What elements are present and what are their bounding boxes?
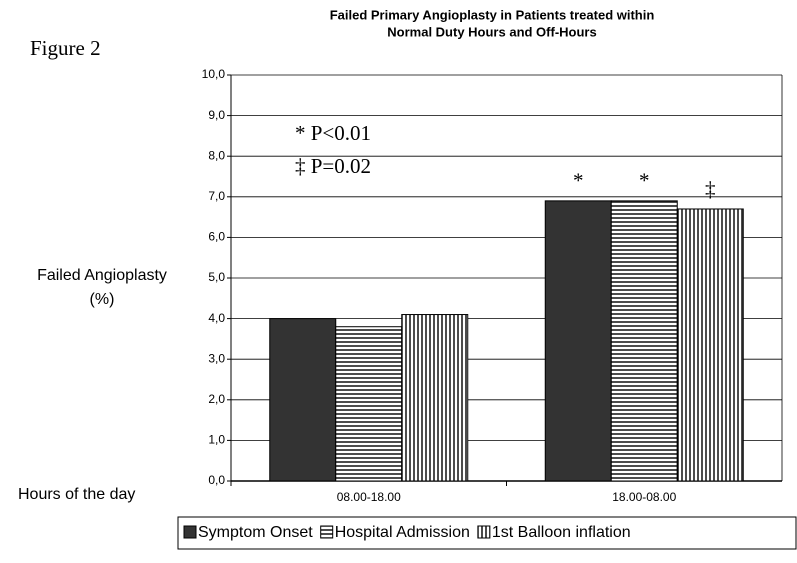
y-tick-label: 1,0: [208, 433, 225, 447]
y-axis-label: (%): [90, 291, 115, 308]
y-tick-label: 10,0: [202, 67, 226, 81]
legend-swatch: [477, 525, 491, 539]
y-tick-label: 5,0: [208, 270, 225, 284]
bar: [401, 314, 469, 482]
y-tick-label: 7,0: [208, 189, 225, 203]
x-tick-label: 18.00-08.00: [612, 490, 676, 504]
significance-mark: *: [573, 169, 584, 193]
legend-swatch: [183, 525, 197, 539]
x-tick-label: 08.00-18.00: [337, 490, 401, 504]
y-axis-label: Failed Angioplasty: [37, 267, 167, 284]
y-tick-label: 8,0: [208, 148, 225, 162]
y-tick-label: 6,0: [208, 230, 225, 244]
legend-swatch: [320, 525, 334, 539]
y-tick-label: 9,0: [208, 108, 225, 122]
legend-label: Hospital Admission: [335, 524, 470, 541]
bar: [269, 318, 337, 482]
x-axis-label: Hours of the day: [18, 486, 135, 503]
annotation: * P<0.01: [295, 121, 371, 145]
bar: [676, 208, 744, 482]
bar: [335, 326, 403, 482]
chart-title: Failed Primary Angioplasty in Patients t…: [330, 7, 655, 22]
annotation: ‡ P=0.02: [295, 154, 371, 178]
bar: [610, 200, 678, 482]
significance-mark: *: [639, 169, 650, 193]
y-tick-label: 4,0: [208, 311, 225, 325]
significance-mark: ‡: [705, 177, 716, 201]
figure-label: Figure 2: [30, 36, 101, 60]
legend-label: Symptom Onset: [198, 524, 313, 541]
y-tick-label: 3,0: [208, 351, 225, 365]
y-tick-label: 0,0: [208, 473, 225, 487]
bar: [544, 200, 612, 482]
y-tick-label: 2,0: [208, 392, 225, 406]
chart-title: Normal Duty Hours and Off-Hours: [387, 24, 596, 39]
legend-label: 1st Balloon inflation: [492, 524, 631, 541]
